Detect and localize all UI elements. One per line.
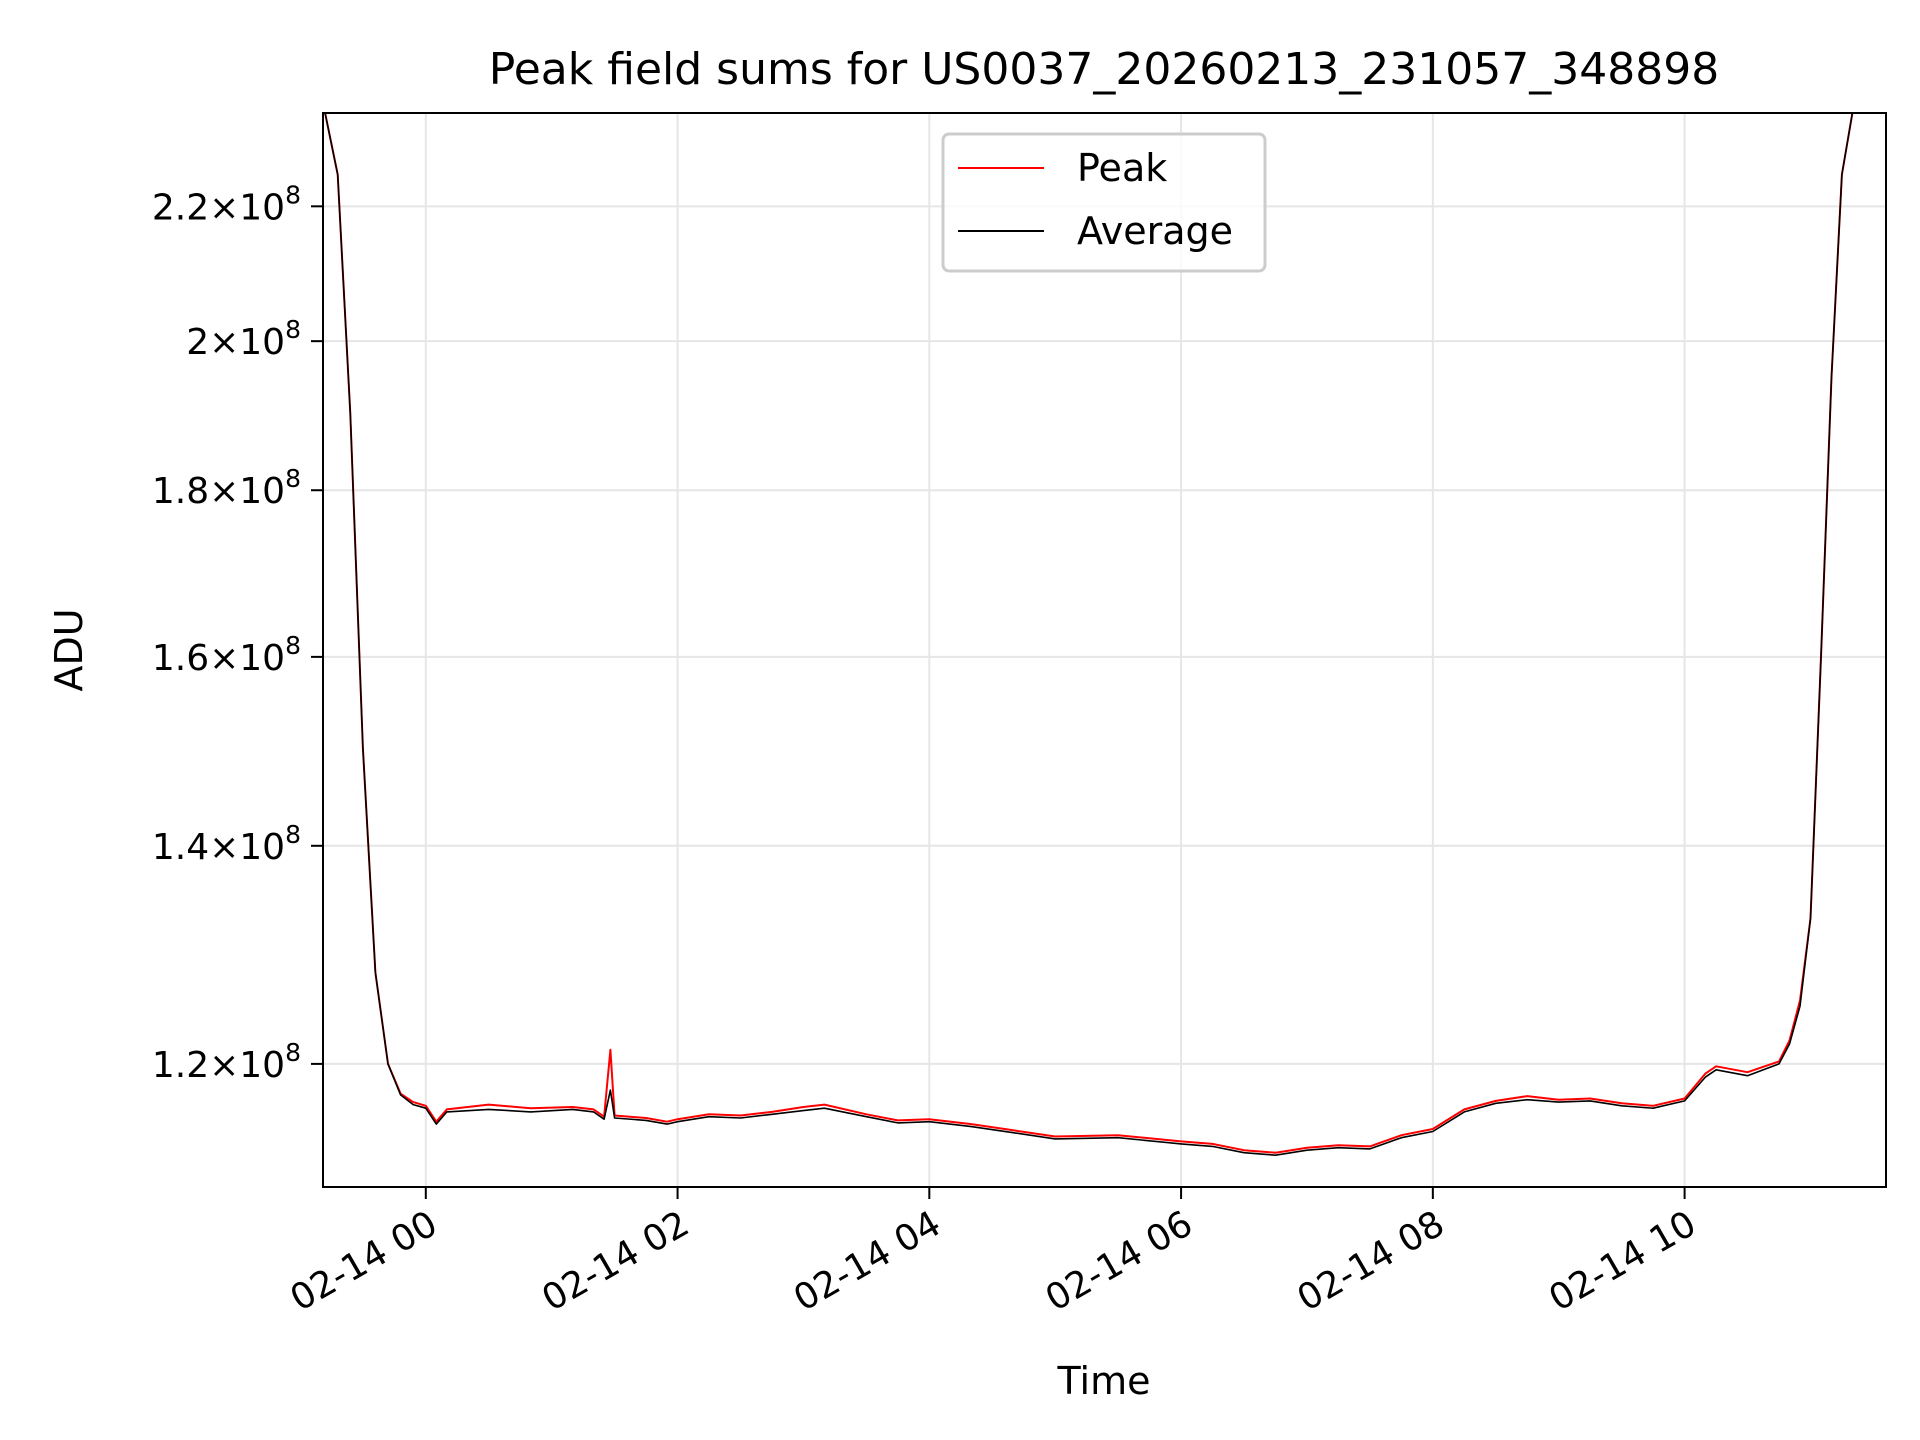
chart-title: Peak field sums for US0037_20260213_2310… [489, 44, 1719, 95]
series-layer [324, 113, 1854, 1156]
y-tick-label: 1.2×108 [152, 1038, 301, 1086]
x-axis-label: Time [1057, 1359, 1151, 1403]
legend-peak-label: Peak [1077, 146, 1167, 190]
legend: Peak Average [941, 132, 1267, 273]
y-tick-label: 2.2×108 [152, 180, 301, 228]
y-tick-label: 2×108 [186, 315, 301, 363]
y-tick-label: 1.4×108 [152, 820, 301, 868]
y-tick-label: 1.6×108 [152, 631, 301, 679]
y-axis-label: ADU [47, 608, 91, 691]
series-line-peak [324, 113, 1854, 1154]
grid [323, 113, 1886, 1187]
y-axis: 1.2×108 1.4×108 1.6×108 1.8×108 2×108 2.2×108 [152, 180, 323, 1086]
series-line-average [324, 113, 1854, 1156]
y-tick-label: 1.8×108 [152, 464, 301, 512]
plot-frame [322, 112, 1887, 1188]
legend-average-label: Average [1077, 209, 1233, 253]
